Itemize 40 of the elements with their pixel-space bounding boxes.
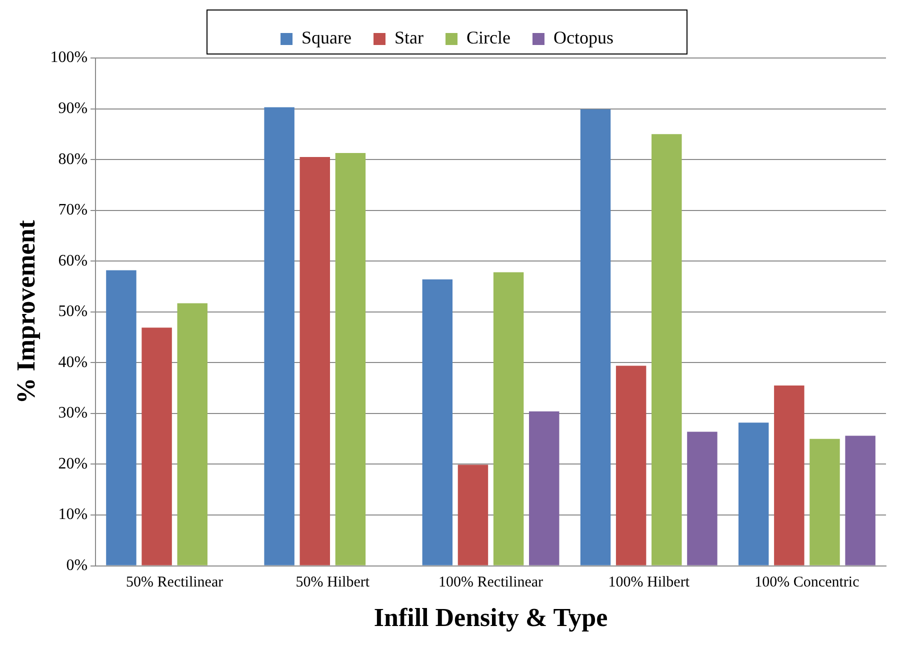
bar bbox=[810, 438, 840, 566]
y-tick-label: 0% bbox=[66, 557, 88, 574]
y-tick-label: 80% bbox=[58, 150, 88, 168]
y-tick-label: 40% bbox=[58, 354, 88, 371]
legend-label: Square bbox=[302, 28, 352, 48]
bar bbox=[845, 436, 876, 566]
bar bbox=[493, 272, 524, 566]
bar bbox=[335, 152, 366, 566]
bar bbox=[529, 411, 560, 566]
x-axis-title: Infill Density & Type bbox=[374, 603, 608, 632]
legend-label: Octopus bbox=[553, 28, 614, 48]
bar bbox=[774, 386, 804, 566]
x-tick-label: 50% Hilbert bbox=[296, 574, 370, 591]
y-axis-title: % Improvement bbox=[11, 220, 40, 404]
y-tick-label: 90% bbox=[58, 100, 88, 117]
x-tick-label: 100% Hilbert bbox=[608, 574, 690, 591]
y-tick-label: 30% bbox=[58, 404, 88, 422]
bar bbox=[687, 432, 718, 566]
bar bbox=[580, 109, 611, 566]
y-tick-label: 20% bbox=[58, 455, 88, 472]
bar bbox=[652, 134, 682, 566]
bar bbox=[177, 303, 208, 566]
y-tick-label: 70% bbox=[58, 202, 88, 219]
y-tick-label: 10% bbox=[58, 506, 88, 524]
y-tick-label: 100% bbox=[50, 49, 88, 66]
bar bbox=[738, 422, 769, 566]
legend-label: Circle bbox=[466, 28, 510, 48]
y-tick-label: 60% bbox=[58, 252, 88, 270]
y-tick-label: 50% bbox=[58, 303, 88, 320]
x-tick-label: 100% Rectilinear bbox=[438, 574, 544, 591]
bar bbox=[422, 279, 453, 566]
bar bbox=[300, 157, 330, 566]
bar bbox=[106, 270, 136, 566]
x-tick-label: 50% Rectilinear bbox=[126, 574, 224, 591]
bar bbox=[458, 464, 488, 566]
bar bbox=[142, 328, 172, 566]
legend-label: Star bbox=[394, 28, 424, 48]
bar bbox=[616, 366, 646, 566]
x-tick-label: 100% Concentric bbox=[754, 574, 860, 591]
bar bbox=[264, 107, 294, 566]
